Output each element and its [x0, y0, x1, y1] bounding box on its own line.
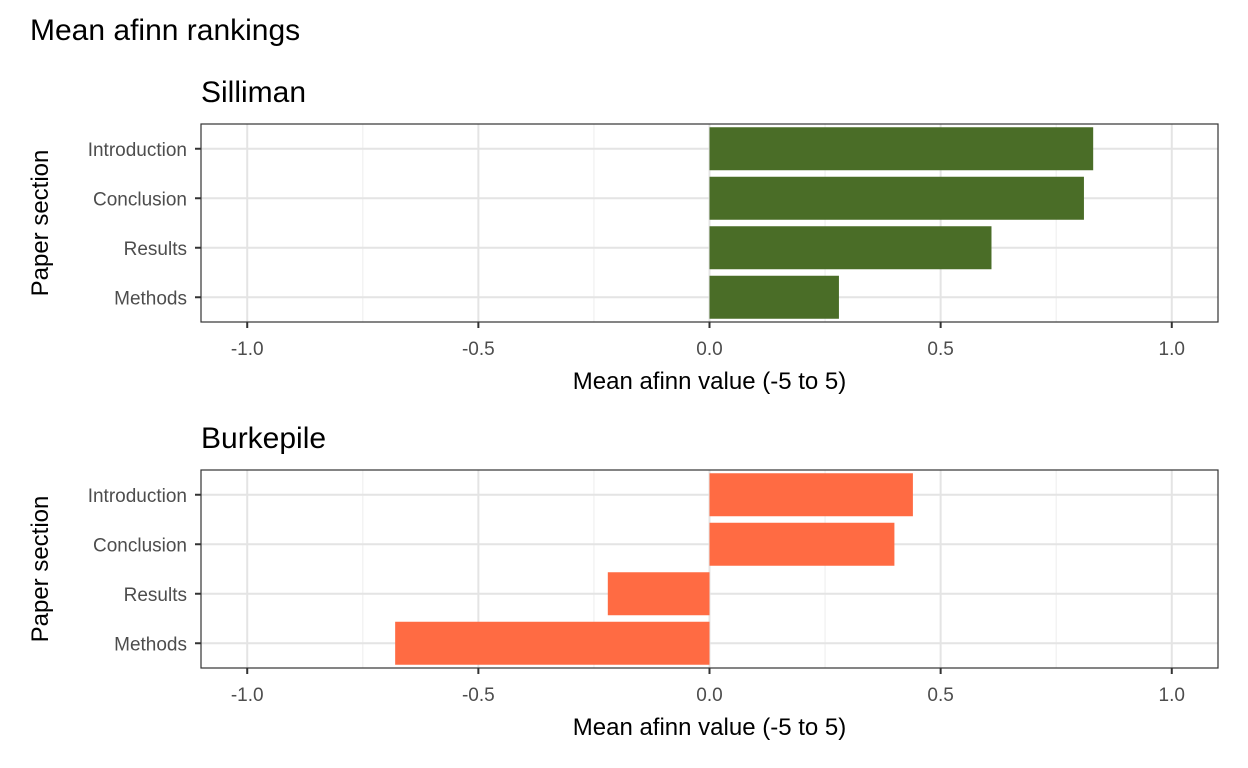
y-tick-label: Conclusion	[93, 189, 187, 210]
bar-conclusion	[709, 176, 1084, 220]
x-tick-label: 0.0	[696, 339, 722, 360]
x-axis-label: Mean afinn value (-5 to 5)	[573, 714, 846, 741]
bar-results	[709, 226, 992, 270]
panel-title: Silliman	[201, 76, 306, 109]
y-tick-label: Methods	[114, 288, 187, 309]
x-tick-label: -0.5	[462, 339, 495, 360]
chart-panel-2: Introduction Conclusion Results Methods -1.0…	[27, 422, 1219, 741]
x-tick-label: -1.0	[231, 685, 264, 706]
figure-title: Mean afinn rankings	[30, 14, 300, 47]
x-tick-label: -1.0	[231, 339, 264, 360]
y-axis-label: Paper section	[27, 150, 54, 297]
y-tick-label: Introduction	[88, 486, 187, 507]
y-tick-label: Conclusion	[93, 535, 187, 556]
y-tick-label: Results	[124, 585, 187, 606]
bar-conclusion	[709, 522, 895, 566]
y-tick-label: Introduction	[88, 140, 187, 161]
chart-panel-1: Introduction Conclusion Results Methods -1.0…	[27, 76, 1219, 395]
y-axis-label: Paper section	[27, 496, 54, 643]
x-tick-label: 1.0	[1159, 339, 1185, 360]
bar-introduction	[709, 473, 913, 517]
y-tick-label: Methods	[114, 634, 187, 655]
bar-methods	[709, 275, 839, 319]
x-tick-label: 0.5	[927, 339, 953, 360]
x-axis-label: Mean afinn value (-5 to 5)	[573, 368, 846, 395]
x-tick-label: 1.0	[1159, 685, 1185, 706]
bar-methods	[395, 621, 710, 665]
panel-title: Burkepile	[201, 422, 326, 455]
x-tick-label: 0.5	[927, 685, 953, 706]
bar-introduction	[709, 127, 1094, 171]
bar-results	[607, 572, 710, 616]
y-tick-label: Results	[124, 239, 187, 260]
x-tick-label: -0.5	[462, 685, 495, 706]
x-tick-label: 0.0	[696, 685, 722, 706]
